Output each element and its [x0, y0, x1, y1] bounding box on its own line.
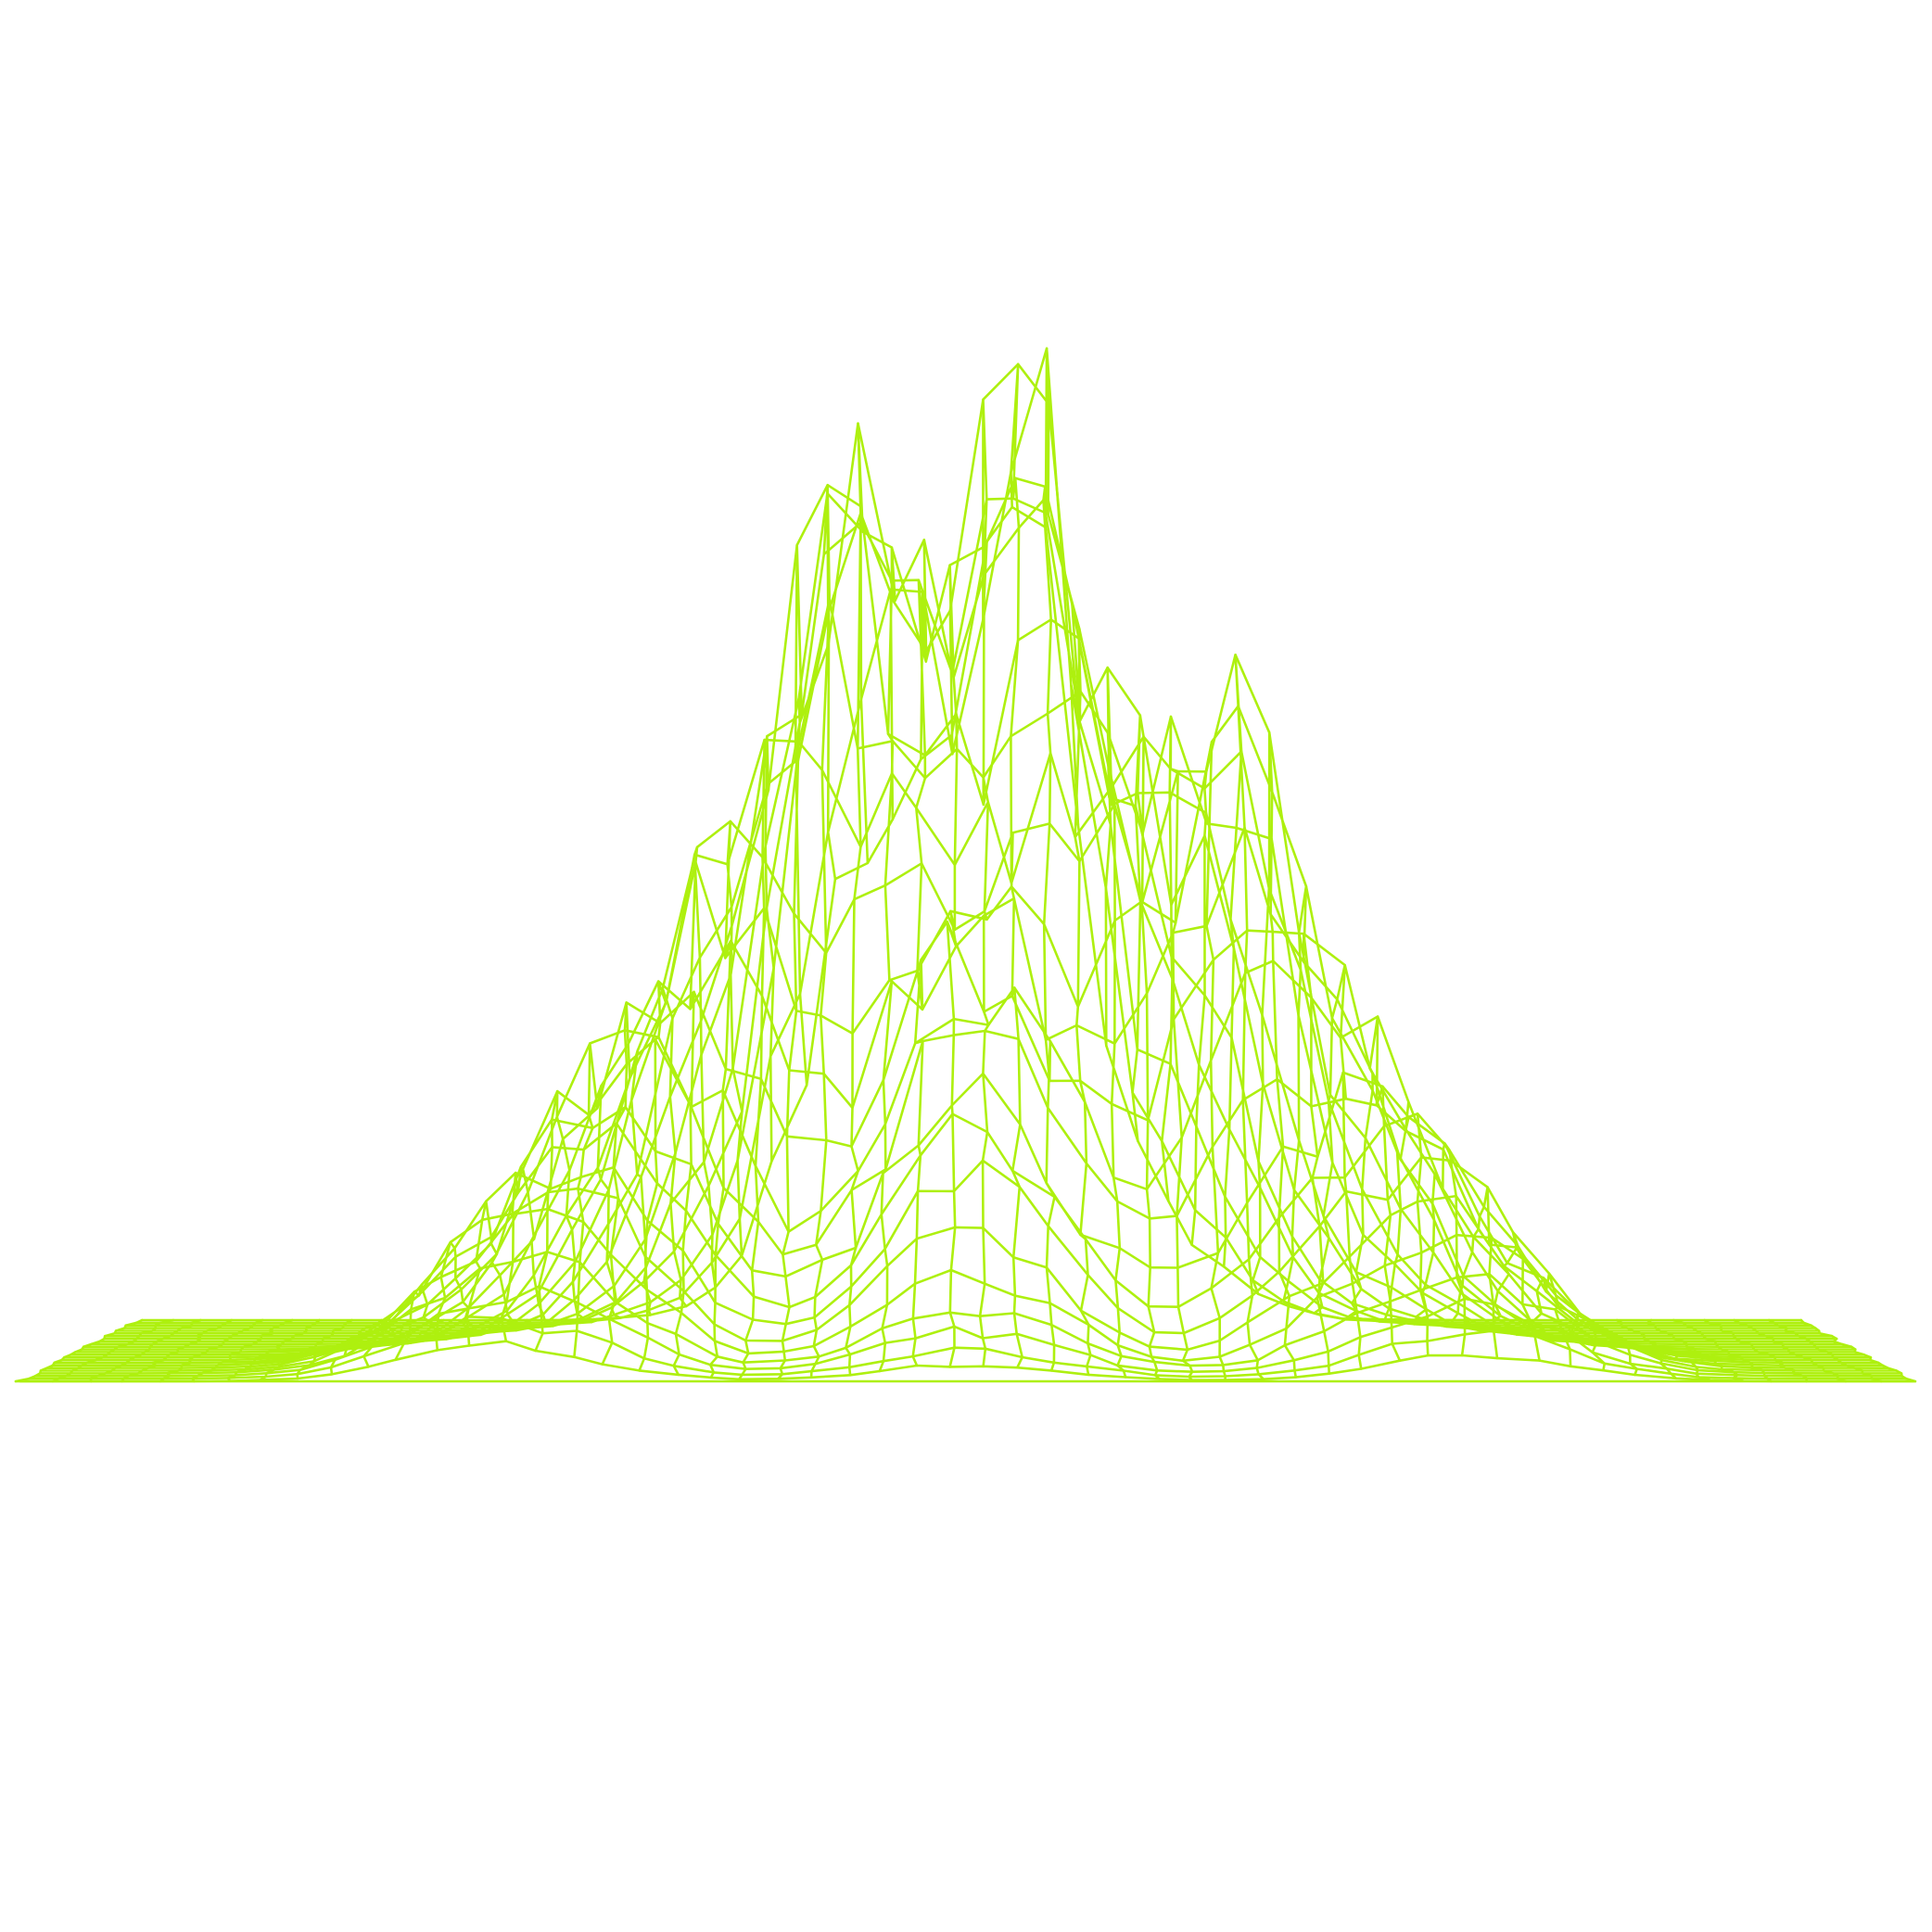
mesh-column-line	[1733, 1318, 1848, 1383]
mesh-column-line	[845, 422, 870, 1377]
mesh-row-line	[38, 1251, 1903, 1375]
mesh-column-line	[259, 1318, 353, 1381]
mesh-column-line	[1585, 1318, 1678, 1380]
mesh-column-line	[777, 543, 808, 1380]
mesh-column-line	[226, 1318, 321, 1382]
mesh-column-line	[672, 845, 717, 1377]
mesh-row-line	[28, 1316, 1908, 1380]
mesh-column-line	[638, 980, 688, 1372]
mesh-row-line	[14, 1340, 1917, 1383]
mesh-row-line	[114, 477, 1821, 1332]
mesh-column-line	[329, 1318, 413, 1376]
mesh-column-line	[1646, 1318, 1746, 1382]
mesh-row-line	[70, 960, 1865, 1356]
mesh-column-line	[1104, 666, 1127, 1379]
mesh-column-line	[1703, 1318, 1809, 1383]
mesh-row-line	[140, 505, 1803, 1322]
mesh-row-line	[63, 1029, 1873, 1359]
mesh-column-line	[1340, 1015, 1402, 1362]
mesh-row-line	[113, 499, 1822, 1335]
mesh-column-line	[159, 1318, 264, 1383]
mesh-column-line	[1282, 884, 1330, 1375]
mesh-column-line	[465, 1200, 532, 1347]
mesh-column-line	[1799, 1318, 1917, 1383]
mesh-column-line	[1672, 1318, 1773, 1383]
mesh-column-line	[1464, 1230, 1541, 1362]
mesh-row-line	[74, 920, 1856, 1354]
mesh-column-line	[878, 546, 896, 1373]
mesh-column-line	[1070, 603, 1092, 1377]
mesh-column-line	[1252, 731, 1298, 1379]
mesh-column-line	[1010, 362, 1023, 1369]
mesh-column-line	[911, 538, 928, 1367]
mesh-row-line	[103, 483, 1834, 1338]
mesh-row-line	[60, 1071, 1872, 1362]
mesh-column-line	[737, 734, 775, 1381]
mesh-column-line	[121, 1318, 234, 1383]
mesh-column-line	[1161, 715, 1194, 1381]
mesh-column-line	[708, 820, 744, 1379]
mesh-row-line	[82, 705, 1853, 1348]
mesh-column-line	[946, 564, 959, 1368]
mesh-column-line	[1375, 1100, 1430, 1357]
mesh-column-line	[1222, 653, 1265, 1380]
mesh-column-line	[809, 483, 837, 1379]
mesh-column-line	[1313, 963, 1363, 1370]
mesh-column-line	[1431, 1186, 1499, 1360]
mesh-column-line	[1042, 347, 1056, 1372]
mesh-column-line	[296, 1318, 383, 1380]
mesh-column-line	[1767, 1318, 1883, 1383]
mesh-column-line	[89, 1318, 202, 1383]
mesh-column-line	[1190, 740, 1227, 1381]
mesh-column-line	[51, 1318, 175, 1383]
mesh-column-line	[191, 1318, 294, 1383]
mesh-row-line	[124, 362, 1812, 1327]
mesh-column-line	[978, 398, 990, 1368]
mesh-column-line	[500, 1165, 566, 1342]
mesh-row-line	[123, 422, 1817, 1329]
mesh-column-line	[14, 1318, 144, 1383]
mesh-column-line	[1615, 1318, 1712, 1381]
mesh-row-line	[98, 735, 1836, 1343]
mesh-column-line	[534, 1089, 595, 1353]
mesh-column-line	[1407, 1142, 1467, 1357]
mesh-column-line	[394, 1283, 470, 1362]
mesh-column-line	[1131, 714, 1162, 1380]
